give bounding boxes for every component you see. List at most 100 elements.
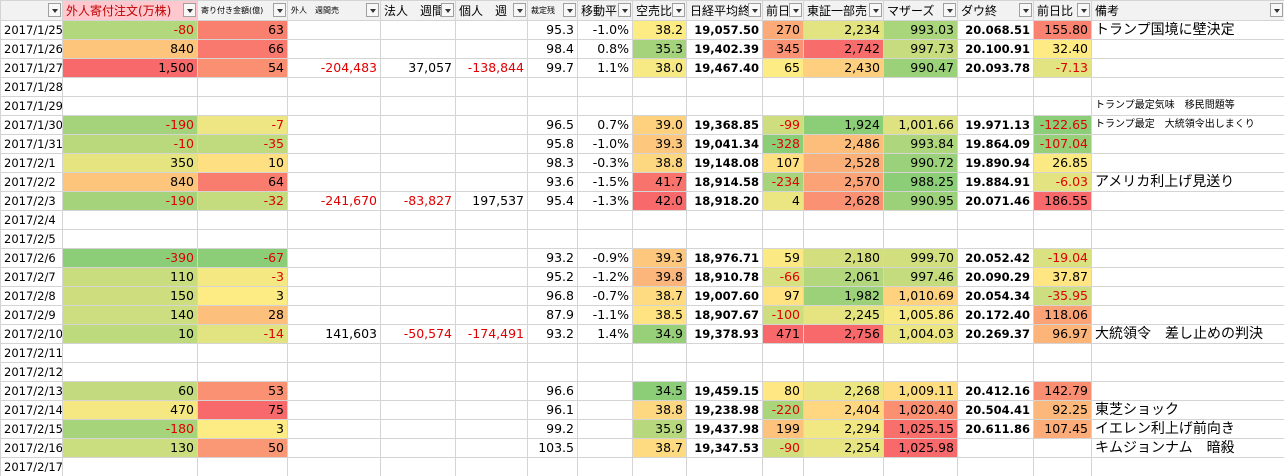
- header-text: 東証一部売: [807, 3, 868, 18]
- filter-button[interactable]: [1019, 3, 1032, 17]
- cell: [197, 210, 288, 230]
- row: 2017/1/31 -10 -35 95.8 -1.0% 39.3 19,041.34 -32…: [0, 134, 1284, 154]
- row: 2017/2/9 140 28 87.9 -1.1% 38.5 18,907.67 -100 2…: [0, 305, 1284, 325]
- cell: [380, 248, 456, 268]
- filter-button[interactable]: [789, 3, 802, 17]
- cell: トランプ最定気味 移民問題等: [1091, 96, 1284, 116]
- filter-button[interactable]: [672, 3, 685, 17]
- cell: [1091, 134, 1284, 154]
- cell: 345: [762, 39, 804, 59]
- cell: -241,670: [287, 191, 381, 211]
- cell: [380, 381, 456, 401]
- cell: [380, 77, 456, 97]
- filter-button[interactable]: [869, 3, 882, 17]
- cell: [527, 96, 578, 116]
- cell: 95.8: [527, 134, 578, 154]
- cell: [455, 134, 528, 154]
- filter-button[interactable]: [513, 3, 526, 17]
- cell: 80: [762, 381, 804, 401]
- row: 2017/2/3 -190 -32 -241,670 -83,827 197,537 95.…: [0, 191, 1284, 211]
- cell: -50,574: [380, 324, 456, 344]
- filter-button[interactable]: [1270, 3, 1283, 17]
- cell: 19,459.15: [686, 381, 763, 401]
- cell: [686, 362, 763, 382]
- cell: [883, 362, 958, 382]
- cell: 2017/2/13: [0, 381, 63, 401]
- cell: 18,914.58: [686, 172, 763, 192]
- cell: [287, 343, 381, 363]
- cell: 42.0: [632, 191, 687, 211]
- cell: [762, 229, 804, 249]
- filter-button[interactable]: [183, 3, 196, 17]
- cell: 19,041.34: [686, 134, 763, 154]
- cell: 470: [62, 400, 198, 420]
- filter-button[interactable]: [563, 3, 576, 17]
- cell: [803, 229, 884, 249]
- cell: 2017/1/28: [0, 77, 63, 97]
- cell: 140: [62, 305, 198, 325]
- cell: 3: [197, 419, 288, 439]
- cell: 2,268: [803, 381, 884, 401]
- row: 2017/1/28: [0, 77, 1284, 97]
- cell: 199: [762, 419, 804, 439]
- cell: [1091, 153, 1284, 173]
- cell: [883, 96, 958, 116]
- cell: 2,570: [803, 172, 884, 192]
- cell: [686, 343, 763, 363]
- row: 2017/1/30 -190 -7 96.5 0.7% 39.0 19,368.85 -99 1…: [0, 115, 1284, 135]
- cell: 150: [62, 286, 198, 306]
- filter-button[interactable]: [748, 3, 761, 17]
- cell: 103.5: [527, 438, 578, 458]
- row: 2017/2/15 -180 3 99.2 35.9 19,437.98 199 2,294 1…: [0, 419, 1284, 439]
- cell: [62, 96, 198, 116]
- filter-button[interactable]: [1077, 3, 1090, 17]
- cell: 92.25: [1033, 400, 1092, 420]
- cell: 95.4: [527, 191, 578, 211]
- cell: 38.8: [632, 153, 687, 173]
- cell: -138,844: [455, 58, 528, 78]
- cell: 35.3: [632, 39, 687, 59]
- cell: 66: [197, 39, 288, 59]
- row: 2017/2/17: [0, 457, 1284, 476]
- cell: [287, 210, 381, 230]
- cell: 2017/1/25: [0, 20, 63, 40]
- filter-button[interactable]: [441, 3, 454, 17]
- cell: -19.04: [1033, 248, 1092, 268]
- cell: [1091, 267, 1284, 287]
- cell: トランプ最定 大統領令出しまくり: [1091, 115, 1284, 135]
- cell: 93.2: [527, 324, 578, 344]
- filter-button[interactable]: [273, 3, 286, 17]
- filter-button[interactable]: [943, 3, 956, 17]
- cell: 4: [762, 191, 804, 211]
- cell: [1091, 210, 1284, 230]
- cell: -90: [762, 438, 804, 458]
- cell: [380, 20, 456, 40]
- header-cell: 寄り付き金額(億): [197, 0, 288, 21]
- cell: 65: [762, 58, 804, 78]
- cell: [287, 381, 381, 401]
- cell: 0.7%: [577, 115, 633, 135]
- filter-button[interactable]: [48, 3, 61, 17]
- row: 2017/2/5: [0, 229, 1284, 249]
- cell: 87.9: [527, 305, 578, 325]
- cell: [762, 96, 804, 116]
- cell: 1,001.66: [883, 115, 958, 135]
- cell: -100: [762, 305, 804, 325]
- cell: 1,020.40: [883, 400, 958, 420]
- cell: 38.7: [632, 286, 687, 306]
- cell: [455, 400, 528, 420]
- cell: 2017/2/7: [0, 267, 63, 287]
- cell: [380, 172, 456, 192]
- cell: 19,057.50: [686, 20, 763, 40]
- cell: [455, 115, 528, 135]
- cell: 2017/2/5: [0, 229, 63, 249]
- filter-button[interactable]: [618, 3, 631, 17]
- cell: [1033, 229, 1092, 249]
- cell: [577, 457, 633, 476]
- cell: 130: [62, 438, 198, 458]
- filter-button[interactable]: [366, 3, 379, 17]
- cell: 98.3: [527, 153, 578, 173]
- row: 2017/2/11: [0, 343, 1284, 363]
- cell: [1033, 457, 1092, 476]
- cell: [686, 229, 763, 249]
